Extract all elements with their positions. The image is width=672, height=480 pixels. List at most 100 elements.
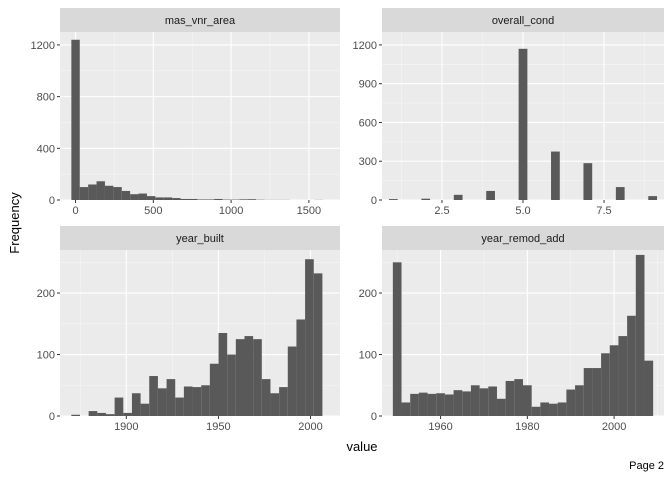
facet-panel-year-remod-add: year_remod_add 1960 1980 2000 0 100 200: [359, 226, 664, 433]
histogram-bar: [531, 406, 541, 416]
y-tick-label: 200: [359, 288, 377, 300]
y-tick-label: 0: [371, 195, 377, 207]
facet-strip-label: overall_cond: [492, 15, 554, 27]
histogram-bar: [172, 198, 181, 200]
histogram-bar: [421, 198, 431, 200]
histogram-bar: [287, 346, 297, 416]
histogram-bar: [453, 194, 463, 200]
histogram-bar: [244, 336, 254, 416]
histogram-bar: [146, 196, 156, 200]
histogram-bar: [427, 393, 437, 416]
histogram-bar: [149, 376, 158, 416]
x-tick-label: 1960: [428, 421, 452, 433]
y-tick-label: 1200: [31, 40, 55, 52]
histogram-bar: [183, 386, 193, 416]
histogram-bar: [549, 403, 558, 416]
y-tick-label: 800: [37, 92, 55, 104]
histogram-bar: [523, 385, 532, 416]
histogram-bar: [130, 194, 139, 200]
page-label: Page 2: [629, 460, 664, 472]
histogram-bar: [436, 393, 445, 416]
facet-strip-label: year_remod_add: [481, 233, 564, 245]
y-tick-label: 0: [49, 411, 55, 423]
facet-strip-label: mas_vnr_area: [165, 15, 236, 27]
histogram-bar: [305, 259, 314, 416]
y-tick-label: 0: [371, 411, 377, 423]
x-tick-label: 1980: [515, 421, 539, 433]
histogram-bar: [114, 397, 124, 416]
histogram-bar: [575, 385, 584, 416]
histogram-bar: [496, 398, 506, 416]
histogram-bar: [175, 397, 184, 416]
y-tick-label: 100: [359, 350, 377, 362]
histogram-bar: [247, 199, 257, 200]
histogram-bar: [557, 402, 567, 416]
y-tick-label: 0: [49, 195, 55, 207]
histogram-bar: [192, 387, 202, 416]
histogram-bar: [401, 402, 411, 416]
histogram-bar: [470, 385, 480, 416]
facet-strip: [60, 226, 340, 250]
histogram-bar: [388, 199, 398, 200]
histogram-bar: [261, 379, 271, 416]
histogram-bar: [479, 388, 489, 416]
histogram-bar: [313, 273, 323, 416]
histogram-bar: [253, 339, 262, 416]
histogram-bar: [218, 333, 228, 416]
histogram-bar: [197, 199, 206, 200]
x-tick-label: 0: [72, 205, 78, 217]
histogram-bar: [180, 198, 189, 200]
histogram-bar: [105, 414, 115, 416]
histogram-bar: [155, 197, 164, 200]
histogram-bar: [615, 187, 625, 200]
histogram-bar: [488, 386, 497, 416]
x-tick-label: 1500: [297, 205, 321, 217]
y-tick-label: 1200: [353, 40, 377, 52]
x-tick-label: 1000: [219, 205, 243, 217]
x-tick-label: 2000: [602, 421, 626, 433]
histogram-bar: [227, 354, 236, 416]
histogram-bar: [566, 389, 576, 416]
histogram-bar: [157, 388, 167, 416]
x-tick-label: 2.5: [434, 205, 449, 217]
histogram-bar: [551, 151, 560, 200]
histogram-bar: [592, 368, 602, 416]
histogram-bar: [279, 387, 288, 416]
histogram-bar: [462, 391, 471, 416]
histogram-bar: [88, 411, 98, 416]
histogram-bar: [410, 393, 419, 416]
histogram-bar: [88, 184, 97, 200]
y-tick-label: 300: [359, 156, 377, 168]
histogram-bar: [140, 403, 150, 416]
y-tick-label: 600: [359, 117, 377, 129]
histogram-bar: [123, 412, 132, 416]
histogram-bar: [583, 368, 593, 416]
x-tick-label: 500: [144, 205, 162, 217]
histogram-bar: [214, 198, 223, 200]
histogram-bar: [618, 336, 628, 416]
histogram-bar: [609, 345, 619, 416]
x-tick-label: 7.5: [596, 205, 611, 217]
histogram-bar: [418, 392, 428, 416]
histogram-bar: [648, 196, 658, 200]
histogram-bar: [296, 319, 306, 416]
x-axis-title: value: [346, 439, 377, 454]
histogram-bar: [239, 199, 248, 200]
histogram-bar: [97, 412, 106, 416]
facet-panel-year-built: year_built 1900 1950 2000 0 100 200: [37, 226, 340, 433]
histogram-bar: [505, 380, 515, 416]
histogram-bar: [486, 190, 495, 200]
histogram-bar: [188, 198, 198, 200]
histogram-bar: [166, 379, 176, 416]
x-tick-label: 1900: [114, 421, 138, 433]
histogram-bar: [518, 48, 528, 200]
histogram-bar: [138, 193, 147, 200]
facet-panel-mas-vnr-area: mas_vnr_area 0 500 1000 1500 0 400 800 1200: [31, 8, 340, 217]
histogram-bar: [113, 187, 122, 200]
histogram-bar: [121, 190, 131, 200]
facet-strip-label: year_built: [176, 233, 224, 245]
histogram-bar: [644, 360, 654, 416]
histogram-bar: [444, 394, 454, 416]
x-tick-label: 5.0: [515, 205, 530, 217]
